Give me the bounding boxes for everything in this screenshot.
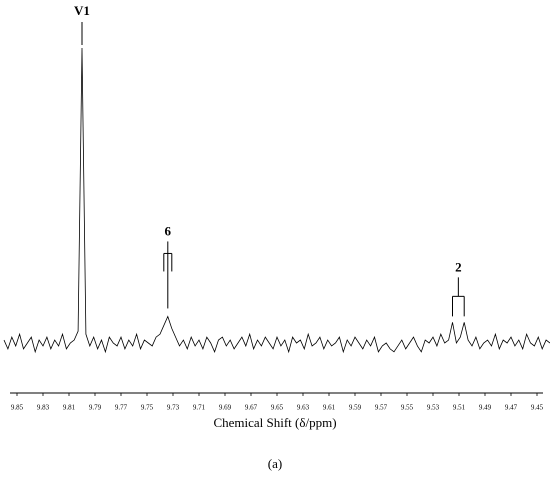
- x-tick-label: 9.75: [141, 404, 154, 412]
- x-tick-label: 9.69: [219, 404, 232, 412]
- x-tick-label: 9.73: [167, 404, 180, 412]
- x-tick-label: 9.57: [375, 404, 388, 412]
- x-tick-label: 9.49: [479, 404, 492, 412]
- x-tick-label: 9.67: [245, 404, 258, 412]
- x-tick-label: 9.59: [349, 404, 362, 412]
- x-axis-label: Chemical Shift (δ/ppm): [213, 415, 336, 430]
- caption: (a): [268, 456, 282, 471]
- x-tick-label: 9.79: [89, 404, 102, 412]
- x-tick-label: 9.77: [115, 404, 128, 412]
- x-tick-label: 9.51: [453, 404, 466, 412]
- annotation-label: 6: [165, 223, 172, 238]
- x-tick-label: 9.83: [37, 404, 50, 412]
- x-tick-label: 9.55: [401, 404, 414, 412]
- x-tick-label: 9.61: [323, 404, 336, 412]
- spectrum-line: [3, 47, 550, 354]
- x-tick-label: 9.71: [193, 404, 206, 412]
- annotation-label: V1: [74, 3, 90, 18]
- x-tick-label: 9.81: [63, 404, 76, 412]
- x-tick-label: 9.45: [531, 404, 544, 412]
- x-tick-label: 9.63: [297, 404, 310, 412]
- x-tick-label: 9.65: [271, 404, 284, 412]
- x-tick-label: 9.53: [427, 404, 440, 412]
- x-tick-label: 9.85: [11, 404, 24, 412]
- x-tick-label: 9.47: [505, 404, 518, 412]
- annotation-label: 2: [455, 259, 462, 274]
